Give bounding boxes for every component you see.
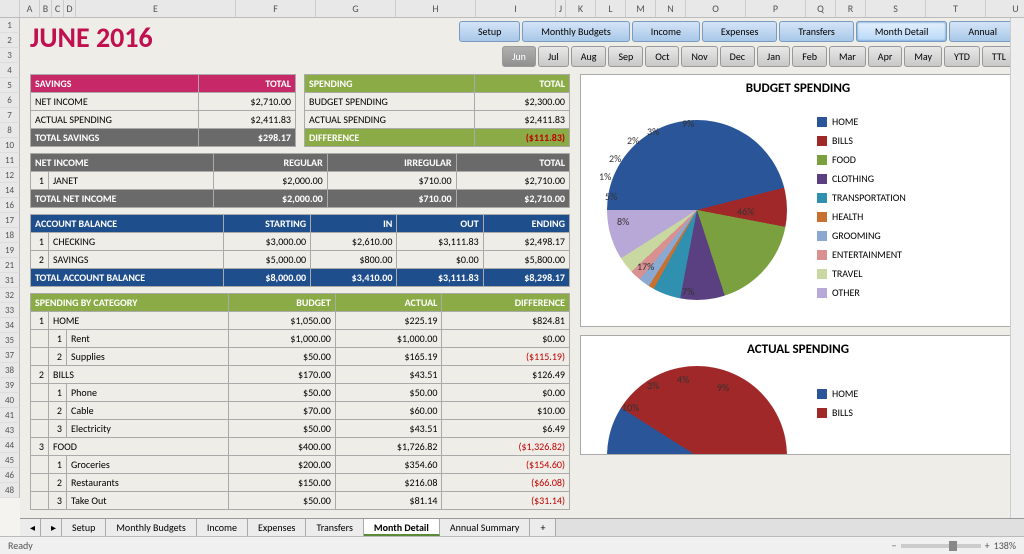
savings-header: SAVINGS xyxy=(31,75,199,93)
legend-item: TRAVEL xyxy=(817,267,906,280)
tables-region: SAVINGSTOTAL NET INCOME$2,710.00ACTUAL S… xyxy=(30,74,570,516)
month-button-may[interactable]: May xyxy=(904,46,942,67)
nav-button-row: SetupMonthly BudgetsIncomeExpensesTransf… xyxy=(459,21,1016,42)
status-text: Ready xyxy=(8,539,33,552)
charts-region: BUDGET SPENDING 46%7%17%8%5%1%2%2%3%9% H… xyxy=(580,74,1016,463)
sheet-tab-bar: ◂▸SetupMonthly BudgetsIncomeExpensesTran… xyxy=(20,518,1024,536)
month-button-feb[interactable]: Feb xyxy=(792,46,827,67)
savings-table: SAVINGSTOTAL NET INCOME$2,710.00ACTUAL S… xyxy=(30,74,296,147)
legend-item: HEALTH xyxy=(817,210,906,223)
column-headers: ABCDEFGHIJKLMNOPQRSTU xyxy=(0,0,1024,18)
month-button-ytd[interactable]: YTD xyxy=(944,46,980,67)
actual-spending-chart[interactable]: ACTUAL SPENDING 9%4%3%10% HOMEBILLS xyxy=(580,335,1016,455)
sheet-tab-transfers[interactable]: Transfers xyxy=(306,519,363,536)
legend-item: OTHER xyxy=(817,286,906,299)
month-button-row: JunJulAugSepOctNovDecJanFebMarAprMayYTDT… xyxy=(502,46,1016,67)
sheet-tab-setup[interactable]: Setup xyxy=(62,519,106,536)
nav-button-income[interactable]: Income xyxy=(632,21,700,42)
sheet-tab-annual-summary[interactable]: Annual Summary xyxy=(440,519,531,536)
legend-2: HOME BILLS xyxy=(817,387,858,425)
nav-button-monthly-budgets[interactable]: Monthly Budgets xyxy=(522,21,629,42)
month-button-nov[interactable]: Nov xyxy=(681,46,717,67)
sheet-tab-income[interactable]: Income xyxy=(197,519,248,536)
nav-button-transfers[interactable]: Transfers xyxy=(779,21,853,42)
legend-item: CLOTHING xyxy=(817,172,906,185)
status-bar: Ready −+ 138% xyxy=(0,536,1024,554)
legend-1: HOME BILLS FOOD CLOTHING TRANSPORTATION HEALT… xyxy=(817,115,906,305)
nav-button-expenses[interactable]: Expenses xyxy=(702,21,778,42)
sheet-tab-month-detail[interactable]: Month Detail xyxy=(364,519,440,536)
nav-button-setup[interactable]: Setup xyxy=(459,21,520,42)
month-button-apr[interactable]: Apr xyxy=(868,46,903,67)
month-button-jun[interactable]: Jun xyxy=(502,46,536,67)
net-income-table: NET INCOMEREGULARIRREGULARTOTAL 1JANET$2… xyxy=(30,153,570,208)
page-title: JUNE 2016 xyxy=(30,20,153,55)
pie-chart-1 xyxy=(607,120,787,300)
budget-spending-chart[interactable]: BUDGET SPENDING 46%7%17%8%5%1%2%2%3%9% H… xyxy=(580,74,1016,327)
sheet-tab-monthly-budgets[interactable]: Monthly Budgets xyxy=(106,519,196,536)
add-sheet-button[interactable]: + xyxy=(530,519,556,536)
sheet-tab-expenses[interactable]: Expenses xyxy=(248,519,307,536)
legend-item: GROOMING xyxy=(817,229,906,242)
month-button-dec[interactable]: Dec xyxy=(720,46,755,67)
month-button-aug[interactable]: Aug xyxy=(571,46,607,67)
legend-item: HOME xyxy=(817,115,906,128)
account-balance-table: ACCOUNT BALANCESTARTINGINOUTENDING 1CHEC… xyxy=(30,214,570,287)
legend-item: ENTERTAINMENT xyxy=(817,248,906,261)
month-button-sep[interactable]: Sep xyxy=(608,46,643,67)
month-button-jan[interactable]: Jan xyxy=(757,46,790,67)
legend-item: HOME xyxy=(817,387,858,400)
legend-item: BILLS xyxy=(817,406,858,419)
spending-table: SPENDINGTOTAL BUDGET SPENDING$2,300.00AC… xyxy=(304,74,570,147)
row-numbers: 1234567810111214161718192131323334353738… xyxy=(0,18,20,498)
legend-item: TRANSPORTATION xyxy=(817,191,906,204)
legend-item: BILLS xyxy=(817,134,906,147)
zoom-control[interactable]: −+ 138% xyxy=(892,539,1016,552)
worksheet: JUNE 2016 SetupMonthly BudgetsIncomeExpe… xyxy=(20,18,1024,518)
spending-by-category-table: SPENDING BY CATEGORYBUDGETACTUALDIFFEREN… xyxy=(30,293,570,510)
nav-button-annual[interactable]: Annual xyxy=(949,21,1016,42)
month-button-jul[interactable]: Jul xyxy=(538,46,569,67)
month-button-oct[interactable]: Oct xyxy=(645,46,679,67)
vertical-scrollbar[interactable] xyxy=(1010,18,1024,518)
legend-item: FOOD xyxy=(817,153,906,166)
nav-button-month-detail[interactable]: Month Detail xyxy=(856,21,948,42)
month-button-mar[interactable]: Mar xyxy=(829,46,866,67)
